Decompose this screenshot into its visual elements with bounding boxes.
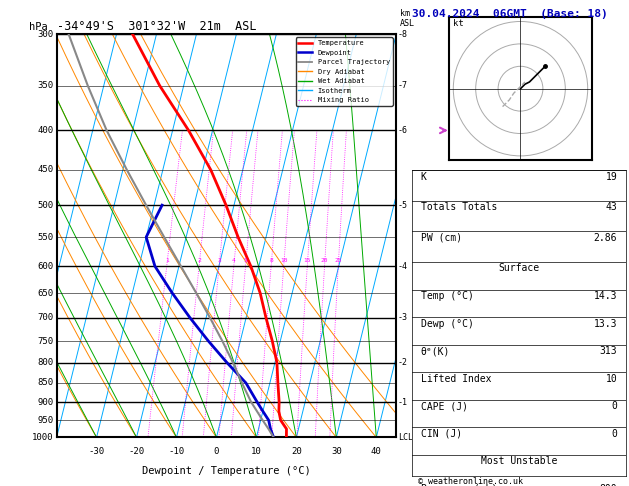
Text: 5: 5 — [243, 258, 247, 263]
Text: 550: 550 — [37, 233, 53, 242]
Text: 350: 350 — [37, 81, 53, 90]
Text: Temp (°C): Temp (°C) — [421, 291, 474, 301]
Text: -5: -5 — [398, 201, 408, 209]
Text: Pressure (mb): Pressure (mb) — [421, 484, 497, 486]
Text: 19: 19 — [606, 172, 617, 182]
Text: 1: 1 — [165, 258, 169, 263]
Text: PW (cm): PW (cm) — [421, 233, 462, 243]
Text: -3: -3 — [398, 313, 408, 322]
Text: 30: 30 — [331, 448, 342, 456]
Text: Dewpoint / Temperature (°C): Dewpoint / Temperature (°C) — [142, 466, 311, 476]
Text: 13.3: 13.3 — [594, 319, 617, 329]
Text: 750: 750 — [37, 336, 53, 346]
Text: 2.86: 2.86 — [594, 233, 617, 243]
Text: -34°49'S  301°32'W  21m  ASL: -34°49'S 301°32'W 21m ASL — [57, 20, 256, 33]
Text: 10: 10 — [280, 258, 287, 263]
Text: hPa: hPa — [30, 22, 48, 32]
Text: Totals Totals: Totals Totals — [421, 202, 497, 212]
Text: -8: -8 — [398, 30, 408, 38]
Text: -30: -30 — [89, 448, 104, 456]
Text: 3: 3 — [217, 258, 221, 263]
Text: -2: -2 — [398, 358, 408, 367]
Text: © weatheronline.co.uk: © weatheronline.co.uk — [418, 477, 523, 486]
Text: 15: 15 — [304, 258, 311, 263]
Text: 650: 650 — [37, 289, 53, 297]
Text: K: K — [421, 172, 426, 182]
Text: 500: 500 — [37, 201, 53, 209]
Text: 2: 2 — [198, 258, 201, 263]
Text: 850: 850 — [37, 379, 53, 387]
Text: 10: 10 — [606, 374, 617, 384]
Text: 8: 8 — [269, 258, 273, 263]
Text: 4: 4 — [232, 258, 236, 263]
Text: 30.04.2024  06GMT  (Base: 18): 30.04.2024 06GMT (Base: 18) — [412, 9, 608, 19]
Text: -1: -1 — [398, 398, 408, 407]
Text: 450: 450 — [37, 165, 53, 174]
Text: 14.3: 14.3 — [594, 291, 617, 301]
Text: 0: 0 — [214, 448, 219, 456]
Text: -7: -7 — [398, 81, 408, 90]
Text: kt: kt — [454, 19, 464, 28]
Text: LCL: LCL — [398, 433, 413, 442]
Text: Most Unstable: Most Unstable — [481, 456, 557, 467]
Text: 600: 600 — [37, 262, 53, 271]
Text: 400: 400 — [37, 126, 53, 135]
Text: 700: 700 — [37, 313, 53, 322]
Legend: Temperature, Dewpoint, Parcel Trajectory, Dry Adiabat, Wet Adiabat, Isotherm, Mi: Temperature, Dewpoint, Parcel Trajectory… — [296, 37, 392, 106]
Text: 43: 43 — [606, 202, 617, 212]
Text: 20: 20 — [291, 448, 302, 456]
Text: 0: 0 — [611, 401, 617, 411]
Text: Lifted Index: Lifted Index — [421, 374, 491, 384]
Text: Dewp (°C): Dewp (°C) — [421, 319, 474, 329]
Text: 900: 900 — [37, 398, 53, 407]
Text: 1000: 1000 — [31, 433, 53, 442]
Text: CIN (J): CIN (J) — [421, 429, 462, 439]
Text: 25: 25 — [335, 258, 342, 263]
Text: 10: 10 — [251, 448, 262, 456]
Text: 40: 40 — [371, 448, 382, 456]
Text: -10: -10 — [169, 448, 184, 456]
Text: CAPE (J): CAPE (J) — [421, 401, 467, 411]
Text: Surface: Surface — [498, 263, 540, 274]
Text: 800: 800 — [37, 358, 53, 367]
Text: 950: 950 — [37, 416, 53, 425]
Text: Mixing Ratio (g/kg): Mixing Ratio (g/kg) — [426, 185, 435, 287]
Text: -6: -6 — [398, 126, 408, 135]
Text: 0: 0 — [611, 429, 617, 439]
Text: 800: 800 — [599, 484, 617, 486]
Text: -20: -20 — [128, 448, 145, 456]
Text: 300: 300 — [37, 30, 53, 38]
Text: km
ASL: km ASL — [399, 9, 415, 28]
Text: 20: 20 — [321, 258, 328, 263]
Text: 313: 313 — [599, 346, 617, 356]
Text: -4: -4 — [398, 262, 408, 271]
Text: θᵉ(K): θᵉ(K) — [421, 346, 450, 356]
